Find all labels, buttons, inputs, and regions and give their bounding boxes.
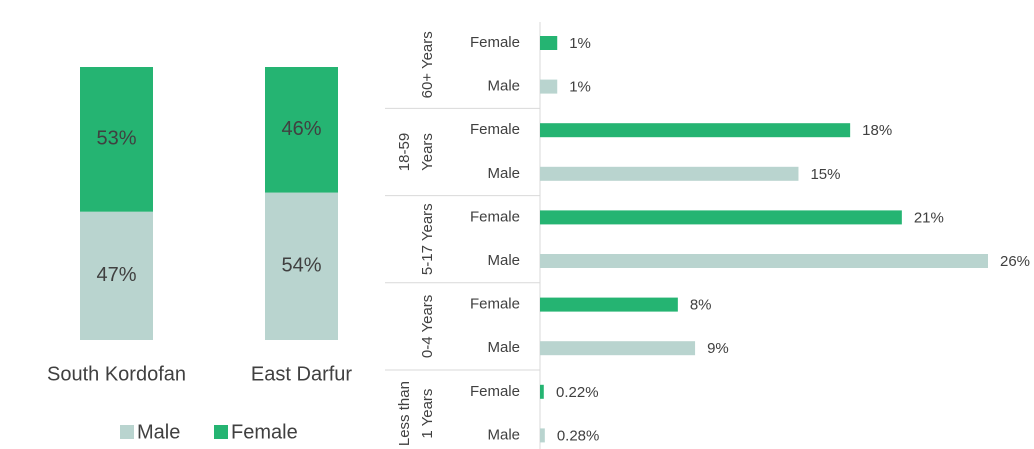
row-label: Female <box>470 296 520 313</box>
value-label: 18% <box>862 122 892 139</box>
value-label: 54% <box>281 255 321 277</box>
x-tick-label: East Darfur <box>251 363 352 385</box>
group-label: 1 Years <box>419 389 436 439</box>
bar-segment <box>80 67 153 212</box>
group-label: 18-59 <box>396 133 413 171</box>
group-label: Less than <box>396 381 413 446</box>
bar <box>540 384 544 399</box>
value-label: 26% <box>1000 253 1030 270</box>
value-label: 21% <box>914 209 944 226</box>
bar <box>540 254 988 268</box>
legend-swatch <box>120 425 134 439</box>
value-label: 46% <box>281 118 321 140</box>
row-label: Female <box>470 208 520 225</box>
bar <box>540 36 558 50</box>
value-label: 1% <box>569 35 591 52</box>
value-label: 15% <box>810 166 840 183</box>
value-label: 47% <box>96 264 136 286</box>
bar <box>540 297 678 312</box>
bar-segment <box>265 67 338 193</box>
value-label: 8% <box>690 297 712 314</box>
value-label: 9% <box>707 340 729 357</box>
bar-segment <box>265 192 338 340</box>
bar-segment <box>80 211 153 340</box>
group-label: 0-4 Years <box>419 295 436 358</box>
bar <box>540 428 545 443</box>
bar <box>540 123 851 138</box>
row-label: Male <box>487 78 520 95</box>
row-label: Female <box>470 121 520 138</box>
bar <box>540 166 799 181</box>
value-label: 1% <box>569 79 591 96</box>
value-label: 0.22% <box>556 384 599 401</box>
legend-label: Female <box>231 421 298 443</box>
row-label: Male <box>487 339 520 356</box>
row-label: Male <box>487 252 520 269</box>
bar <box>540 79 558 94</box>
legend-swatch <box>214 425 228 439</box>
row-label: Male <box>487 426 520 443</box>
legend-label: Male <box>137 421 180 443</box>
group-label: 60+ Years <box>419 31 436 98</box>
bar <box>540 341 696 356</box>
bar <box>540 210 902 225</box>
row-label: Female <box>470 383 520 400</box>
x-tick-label: South Kordofan <box>47 363 186 385</box>
value-label: 53% <box>96 128 136 150</box>
row-label: Female <box>470 34 520 51</box>
value-label: 0.28% <box>557 427 600 444</box>
group-label: 5-17 Years <box>419 203 436 275</box>
group-label: Years <box>419 133 436 171</box>
row-label: Male <box>487 165 520 182</box>
